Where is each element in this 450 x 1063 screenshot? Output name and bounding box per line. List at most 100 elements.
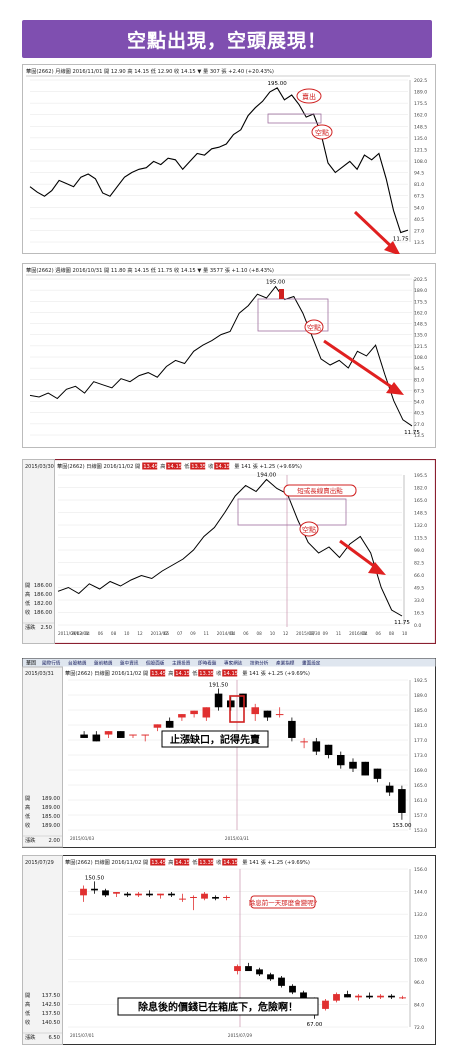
x-tick-label: 2012/01 [71,631,89,636]
toolbar-item[interactable]: 畫面設定 [302,660,321,667]
candle-body [80,734,88,738]
candle-body [234,966,241,972]
toolbar-item[interactable]: 個股面版 [146,660,165,667]
chart-info: 華固(2662) 日線圖 2016/11/02 開 [65,669,148,677]
gap-box [229,695,245,723]
candle-body [212,896,219,899]
info-key: 高 [168,669,173,677]
x-tick-label: 09 [323,631,329,636]
candle-body [91,888,98,891]
chart-info-tail: 量 141 張 +1.25 (+9.69%) [242,859,310,866]
chart-monthly: 華固(2662) 月線圖 2016/11/01 開 12.90 高 14.15 … [22,64,436,254]
ohlc-key: 開 [25,582,30,589]
arrow-head-icon [368,562,386,575]
ohlc-value: 182.00 [34,601,52,607]
y-tick-label: 121.5 [414,147,427,153]
down-arrow-icon [323,339,397,392]
info-value: 13.35 [199,860,214,866]
toolbar-item[interactable]: 技術分析 [250,660,269,667]
x-axis: 2015/01/03 2015/03/31 [70,836,249,841]
y-tick-label: 81.0 [414,377,424,383]
y-tick-label: 54.0 [414,400,424,406]
y-tick-label: 54.0 [414,205,424,211]
y-tick-label: 66.0 [414,573,424,579]
info-values: 13.45 高 14.15 低 13.35 收 14.15 [150,858,238,866]
y-tick-label: 40.5 [414,217,424,223]
sell-point-label: 短或長線賣出點 [297,486,343,495]
y-tick-label: 108.0 [414,957,427,963]
candle-body [333,994,340,1001]
peak-label: 191.50 [209,683,229,689]
x-tick-label: 07 [177,631,183,636]
y-tick-label: 182.0 [414,486,427,492]
toolbar [22,658,436,667]
peak-label: 195.00 [266,280,286,286]
y-tick-label: 189.0 [414,693,427,699]
x-tick-label: 06 [98,631,104,636]
x-tick-label: 11 [336,631,342,636]
ohlc-key: 低 [25,812,31,820]
toolbar-item[interactable]: 盤前精選 [94,660,113,667]
toolbar-item[interactable]: 即時看盤 [198,660,217,667]
y-tick-label: 165.0 [414,498,427,504]
info-value: 13.45 [143,464,158,470]
y-tick-label: 82.5 [414,561,424,567]
ohlc-value: 137.50 [42,1011,60,1017]
candle-body [214,693,223,708]
info-value: 13.45 [151,671,166,677]
toolbar-item[interactable]: 專家網誌 [224,660,243,667]
info-values: 13.45 高 14.15 低 13.35 收 14.15 [150,669,238,677]
candle-body [153,724,162,728]
short-label: 空點 [307,323,321,332]
candle-body [202,707,211,718]
info-value-box [166,462,182,470]
info-value: 14.15 [167,464,182,470]
toolbar-item[interactable]: 主題投資 [172,660,191,667]
info-key: 收 [216,669,221,677]
x-tick-label: 06 [243,631,249,636]
volume-value: 2.50 [40,625,52,631]
side-panel [22,459,55,644]
x-tick-label: 07 [309,631,315,636]
info-value-box [174,669,190,677]
y-tick-label: 173.0 [414,753,427,759]
info-key: 收 [208,462,213,470]
candle-body [288,720,296,738]
y-tick-label: 189.0 [414,288,427,294]
toolbar-item[interactable]: 產業指標 [276,660,295,667]
info-value-box [198,669,214,677]
x-tick-label: 2015/07/29 [228,1033,252,1038]
toolbar-item[interactable]: 台股精選 [68,660,87,667]
info-key: 高 [168,858,173,866]
y-axis: 195.5 182.0 165.0 148.5 132.0 115.5 99.0 82.5 66… [58,473,427,629]
price-line [29,285,413,427]
candle-body [179,898,186,900]
gap-note: 止漲缺口，記得先賣 [170,733,261,746]
toolbar-left: 華固 [26,660,36,667]
low-label: 11.75 [404,430,420,436]
candle-body [278,977,285,986]
price-line [57,478,403,617]
candle-body [190,710,198,715]
resistance-box [257,298,329,332]
y-tick-label: 27.0 [414,228,424,234]
y-tick-label: 120.0 [414,935,427,941]
info-values: 13.45 高 14.15 低 13.35 收 14.15 [142,462,230,470]
candle-body [289,985,296,993]
volume-key: 漲跌 [25,1033,36,1041]
toolbar-item[interactable]: 國際行情 [42,660,61,667]
chart-frame [22,263,436,448]
toolbar-item[interactable]: 盤中資訊 [120,660,139,667]
y-tick-label: 177.0 [414,738,427,744]
x-tick-label: 2015/07/01 [70,1033,94,1038]
chart-info: 華固(2662) 日線圖 2016/11/02 開 [65,858,148,866]
ohlc-key: 低 [25,1009,31,1017]
info-value-box [150,858,166,866]
info-value-box [198,858,214,866]
candle-body [312,741,321,752]
candle-body [245,966,252,972]
toolbar-items[interactable]: 國際行情 台股精選 盤前精選 盤中資訊 個股面版 主題投資 即時看盤 專家網誌 技術分析 產業指標… [42,660,321,667]
chart-candle-gap: 華固 國際行情 台股精選 盤前精選 盤中資訊 個股面版 主題投資 即時看盤 專家網誌 技術分析產… [22,658,436,848]
candle-body [349,761,357,769]
ohlc-value: 189.00 [42,796,60,802]
